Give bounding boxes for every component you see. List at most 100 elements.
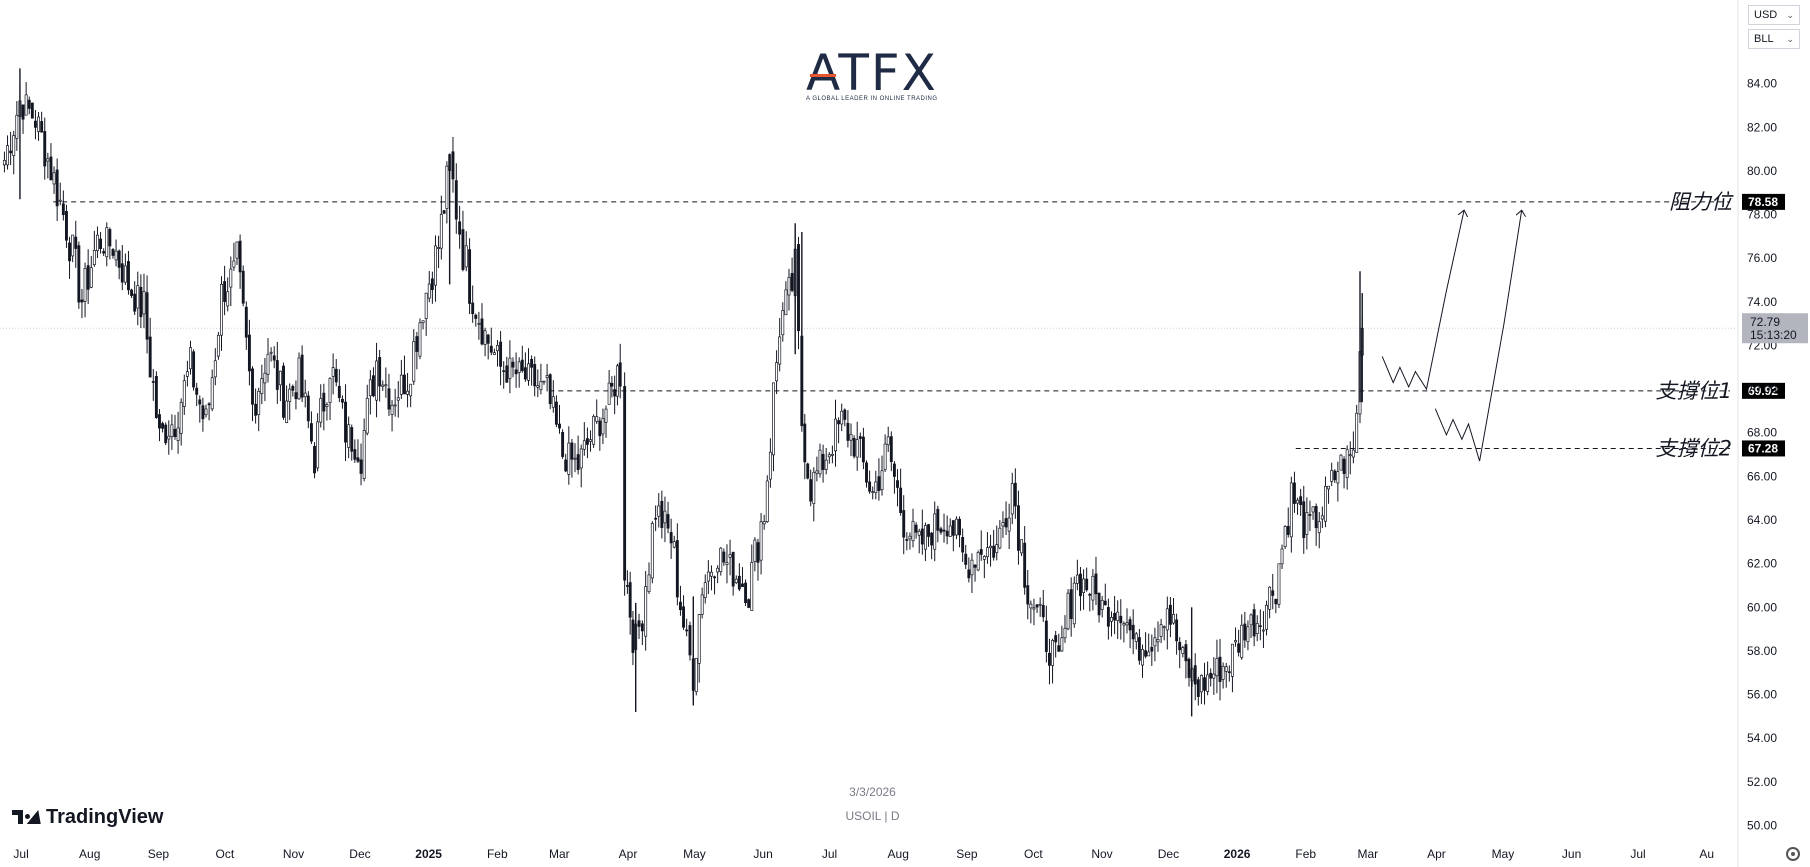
candle [288, 383, 292, 421]
candle [1252, 603, 1256, 647]
candle-up-body [1234, 640, 1237, 643]
candle-up-body [812, 471, 816, 504]
candle-up-body [545, 375, 549, 378]
candle-up-body [1147, 651, 1151, 657]
candle [260, 364, 264, 405]
candle [306, 391, 310, 429]
candle-down-body [958, 518, 961, 536]
candle [762, 514, 766, 530]
settings-gear-icon[interactable] [1786, 847, 1800, 861]
candle [297, 352, 301, 400]
candle [561, 429, 565, 459]
candle [52, 166, 56, 194]
candle [908, 532, 912, 550]
candle-up-body [508, 357, 512, 379]
candle-up-body [954, 518, 958, 536]
candle [1317, 512, 1321, 549]
candle [64, 204, 68, 248]
candle-up-body [923, 525, 927, 550]
candle-down-body [1079, 573, 1082, 597]
candle [396, 381, 400, 418]
candle [1085, 567, 1089, 592]
candle-down-body [247, 334, 251, 372]
candle [1283, 525, 1287, 549]
y-tick-label: 54.00 [1747, 731, 1777, 745]
candle-up-body [483, 330, 487, 345]
candle-up-body [1212, 673, 1216, 679]
candle [378, 349, 382, 402]
candle-down-body [1218, 656, 1222, 682]
candle [1227, 665, 1231, 682]
candle [1122, 621, 1126, 643]
candle-down-body [523, 367, 527, 380]
candle [682, 595, 685, 630]
x-tick-label: Dec [1158, 847, 1179, 861]
candle [675, 523, 679, 606]
candle-up-body [703, 582, 707, 599]
x-tick-label: Jul [13, 847, 28, 861]
candle-down-body [111, 249, 115, 256]
candle-up-body [204, 408, 208, 416]
candle [263, 357, 267, 402]
tradingview-logo[interactable]: TradingView [12, 806, 163, 829]
candle [1128, 616, 1132, 649]
candle-down-body [291, 385, 295, 391]
price-axis[interactable]: 50.00 52.00 54.00 56.00 58.00 60.00 62.00 64.00… [1742, 77, 1808, 833]
candle-down-body [337, 385, 341, 398]
candle [344, 384, 347, 462]
candle [278, 370, 282, 402]
x-tick-label: Aug [888, 847, 909, 861]
candle-down-body [55, 169, 59, 207]
x-tick-label: Feb [487, 847, 508, 861]
candle-up-body [114, 250, 118, 261]
candle [99, 231, 103, 254]
candle-up-body [1162, 626, 1166, 629]
candle-down-body [967, 569, 971, 579]
candle [877, 458, 881, 501]
candle-up-body [607, 382, 611, 405]
candle [536, 369, 540, 398]
candle-up-body [477, 322, 481, 325]
candle [1110, 611, 1113, 637]
candle-up-body [1159, 624, 1163, 637]
currency-selector[interactable]: USD ⌄ [1748, 5, 1800, 25]
candle [688, 621, 692, 661]
candle-down-body [1203, 677, 1206, 691]
candle [492, 348, 496, 355]
unit-selector[interactable]: BLL ⌄ [1748, 29, 1800, 49]
candle [1137, 629, 1141, 665]
candle [942, 513, 946, 543]
candle-up-body [12, 135, 16, 156]
candle-up-body [142, 291, 146, 315]
interval-label: D [890, 809, 900, 823]
time-axis[interactable]: Jul Aug Sep Oct Nov Dec 2025 Feb Mar Apr May Jun Jul… [13, 847, 1714, 861]
candle-up-body [1206, 674, 1210, 692]
candle-down-body [1119, 615, 1123, 624]
candle-up-body [1327, 485, 1331, 490]
candle-down-body [1044, 620, 1048, 652]
candle-up-body [536, 385, 540, 388]
candle [787, 268, 791, 311]
candle [303, 379, 307, 408]
candle-down-body [939, 528, 943, 533]
candle [1299, 488, 1303, 516]
candle [973, 564, 977, 582]
candle [1237, 629, 1241, 657]
candle [654, 505, 658, 532]
candle-up-body [1221, 665, 1225, 680]
candle-up-body [1351, 449, 1355, 458]
candle [511, 357, 515, 378]
candle [945, 515, 949, 545]
candle-down-body [896, 480, 899, 488]
candle-down-body [1017, 505, 1020, 551]
candle-up-body [37, 116, 40, 132]
candle [623, 372, 627, 596]
level-tag-bg-3 [1742, 440, 1785, 457]
candle-up-body [229, 268, 233, 288]
candle [334, 358, 338, 387]
candle-down-body [43, 131, 47, 167]
candle-up-body [970, 559, 974, 576]
candle-up-body [976, 552, 980, 571]
x-tick-label: Nov [1091, 847, 1112, 861]
